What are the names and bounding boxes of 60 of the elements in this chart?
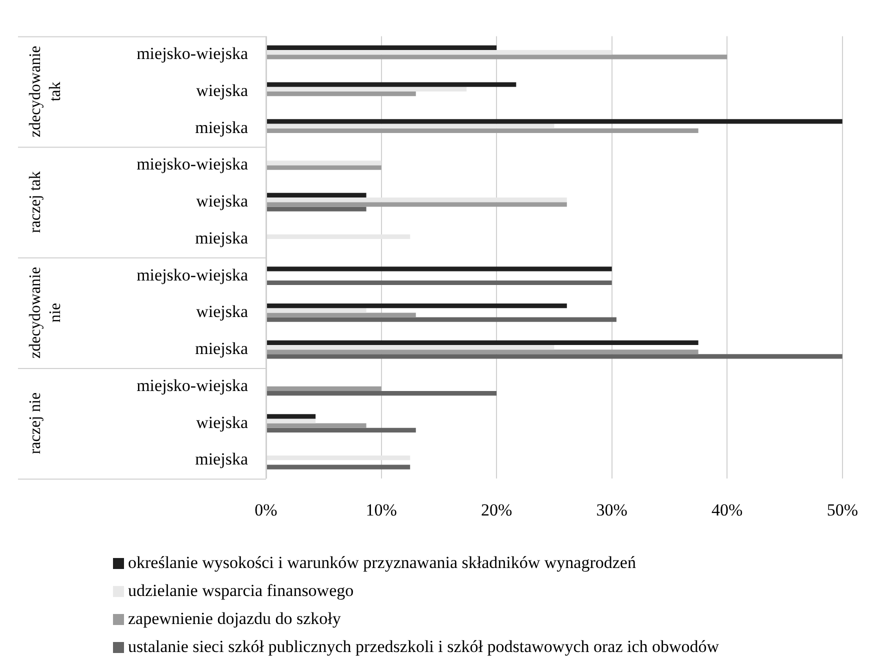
legend-label: ustalanie sieci szkół publicznych przedszkoli i szkół podstawowych oraz ich obwodów: [128, 637, 720, 657]
bar: [266, 206, 366, 212]
bar: [266, 414, 316, 419]
x-tick-label: 20%: [480, 500, 512, 520]
x-tick-label: 50%: [826, 500, 858, 520]
y-tick-label: miejska: [195, 339, 248, 358]
bar: [266, 303, 567, 308]
text: raczej tak: [27, 171, 44, 233]
y-tick-label: miejsko-wiejska: [136, 265, 248, 284]
bar: [266, 160, 382, 166]
bar: [266, 428, 416, 433]
y-tick-label: miejsko-wiejska: [136, 44, 248, 64]
y-tick-label: wiejska: [196, 412, 248, 432]
y-tick-label: wiejska: [196, 80, 248, 100]
y-tick-label: miejska: [195, 118, 248, 137]
bar: [266, 386, 382, 392]
bar: [266, 317, 616, 322]
bar: [266, 119, 842, 124]
y-tick-label: miejsko-wiejska: [136, 154, 248, 174]
bar: [266, 266, 612, 272]
x-tick-label: 30%: [596, 500, 628, 520]
y-tick-label: wiejska: [196, 192, 248, 211]
legend-label: określanie wysokości i warunków przyznawania składników wynagrodzeń: [128, 553, 636, 573]
bar: [266, 202, 567, 207]
text: zdecydowanie nie: [27, 266, 64, 358]
bar: [266, 234, 410, 239]
bar: [266, 423, 366, 428]
bar: [266, 50, 612, 55]
bar: [266, 86, 467, 92]
text: zdecydowanie tak: [27, 46, 64, 138]
y-tick-label: miejsko-wiejska: [136, 376, 248, 395]
legend-label: udzielanie wsparcia finansowego: [128, 581, 354, 601]
bar: [266, 344, 554, 350]
bar: [266, 124, 554, 128]
bar: [266, 54, 728, 60]
bar: [266, 354, 842, 359]
bar: [266, 312, 416, 318]
bar: [266, 45, 497, 50]
x-tick-label: 40%: [712, 500, 743, 520]
y-tick-label: miejska: [195, 450, 248, 469]
legend-label: zapewnienie dojazdu do szkoły: [128, 609, 341, 629]
x-tick-label: 10%: [366, 500, 397, 520]
y-tick-label: wiejska: [196, 302, 248, 322]
bar: [266, 350, 698, 354]
x-tick-label: 0%: [254, 500, 278, 520]
bar: [266, 197, 567, 202]
bar: [266, 340, 698, 345]
bar: [266, 128, 698, 133]
bar: [266, 92, 416, 96]
text: raczej nie: [27, 392, 44, 454]
y-tick-label: miejska: [195, 228, 248, 248]
bar: [266, 82, 516, 87]
bar: [266, 418, 316, 424]
bar: [266, 280, 612, 286]
bar: [266, 165, 382, 170]
bar: [266, 391, 497, 396]
bar: [266, 464, 410, 470]
bar: [266, 192, 366, 198]
bar: [266, 456, 410, 460]
bar: [266, 308, 366, 313]
